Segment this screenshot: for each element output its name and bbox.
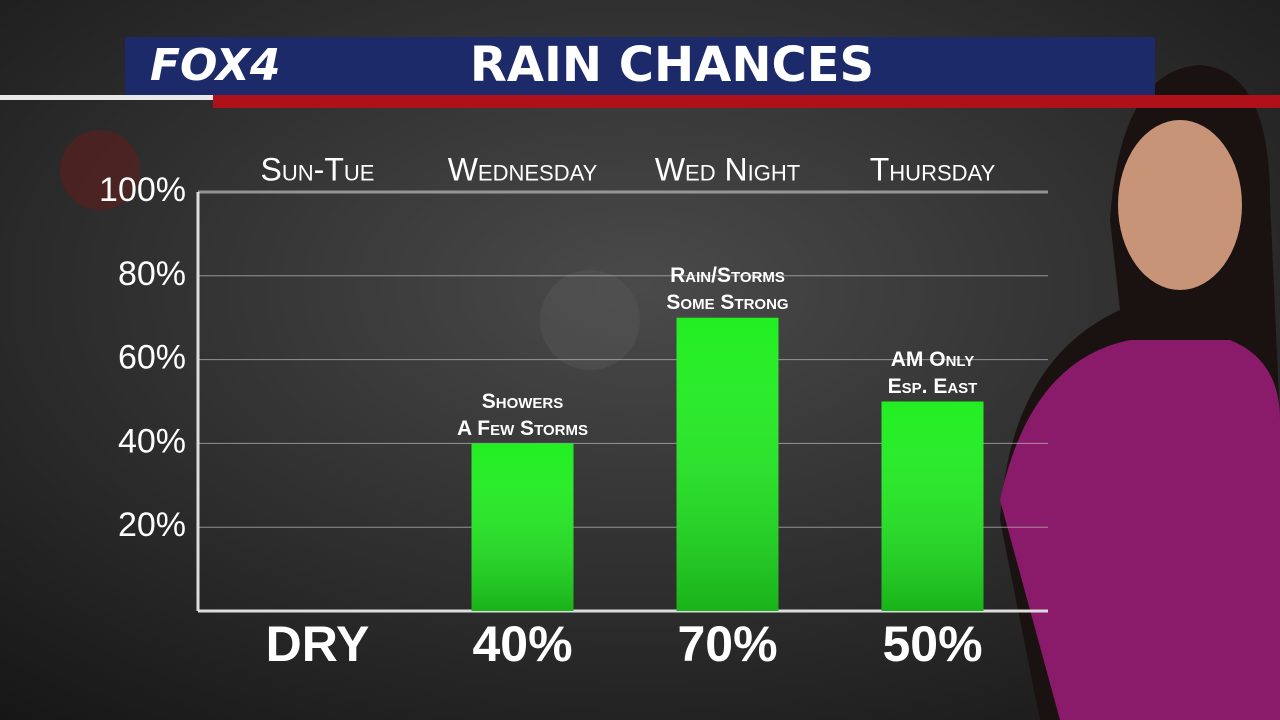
value-label: 40% — [472, 616, 572, 672]
x-tick-label: Sun-Tue — [261, 151, 375, 187]
x-tick-label: Wednesday — [448, 151, 598, 187]
value-label: 70% — [677, 616, 777, 672]
chart-title: RAIN CHANCES — [470, 37, 874, 93]
presenter-dress — [1000, 340, 1280, 720]
y-tick-label: 80% — [118, 255, 186, 293]
value-label: DRY — [266, 616, 370, 672]
bokeh — [540, 270, 640, 370]
bar-annotation: Showers — [482, 390, 564, 413]
brand-logo: FOX4 — [150, 40, 280, 91]
x-tick-label: Thursday — [870, 151, 996, 187]
plot: 20% 40% 60% 80% 100% Sun-Tue DRY Wednesday 40% Sh… — [99, 151, 1048, 672]
y-tick-label: 40% — [118, 422, 186, 460]
bar-annotation: AM Only — [891, 348, 974, 371]
y-tick-label: 60% — [118, 339, 186, 377]
x-tick-label: Wed Night — [655, 151, 800, 187]
bar-shade — [881, 401, 984, 611]
bar-annotation: Rain/Storms — [670, 264, 785, 287]
value-label: 50% — [882, 616, 982, 672]
y-tick-label: 20% — [118, 506, 186, 544]
bokeh — [60, 130, 140, 210]
header-stripe — [213, 95, 1280, 108]
bar-annotation: Some Strong — [666, 291, 788, 314]
header-bar — [125, 37, 1155, 95]
presenter-face — [1118, 120, 1242, 290]
bar-annotation: Esp. East — [888, 375, 978, 398]
header-line — [0, 95, 213, 100]
y-tick-label: 100% — [99, 171, 186, 209]
bar-shade — [676, 317, 779, 611]
bar-annotation: A Few Storms — [457, 417, 588, 440]
bar-shade — [471, 443, 574, 611]
